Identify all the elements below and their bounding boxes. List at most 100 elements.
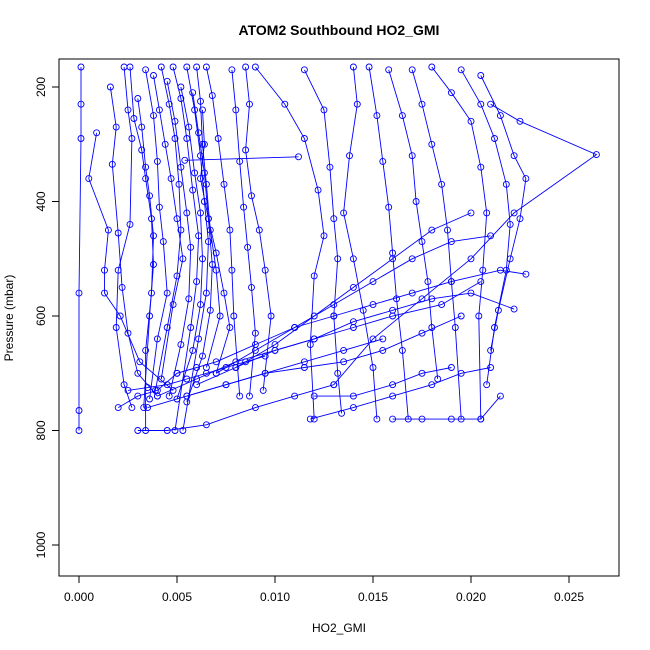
- series-line: [147, 338, 383, 409]
- data-point: [177, 95, 185, 102]
- data-point: [150, 232, 157, 240]
- data-point: [183, 375, 191, 383]
- data-point: [477, 415, 485, 423]
- data-point: [385, 203, 393, 211]
- data-point: [353, 100, 361, 108]
- data-point: [447, 415, 455, 423]
- data-point: [163, 381, 171, 389]
- data-point: [148, 289, 155, 297]
- data-point: [187, 243, 195, 251]
- data-point: [150, 261, 157, 268]
- data-point: [349, 404, 357, 412]
- data-point: [226, 324, 234, 331]
- data-point: [251, 404, 259, 412]
- data-point: [155, 106, 163, 114]
- series-line: [205, 66, 241, 397]
- data-point: [467, 289, 475, 297]
- data-point: [108, 160, 116, 168]
- data-point: [418, 100, 426, 108]
- data-point: [199, 106, 206, 114]
- data-point: [142, 163, 150, 171]
- data-point: [506, 255, 514, 263]
- series-line: [411, 69, 462, 420]
- data-point: [197, 301, 204, 309]
- data-point: [177, 226, 185, 234]
- data-point: [126, 220, 134, 228]
- data-point: [163, 324, 171, 331]
- data-point: [169, 63, 177, 71]
- data-point: [199, 352, 206, 360]
- series-line: [388, 69, 439, 380]
- series-line: [235, 212, 472, 368]
- data-point: [171, 117, 179, 125]
- data-point: [261, 369, 269, 377]
- data-point: [220, 289, 228, 297]
- data-point: [161, 140, 169, 148]
- data-point: [242, 63, 250, 71]
- series-line: [333, 103, 598, 385]
- data-point: [451, 324, 459, 331]
- data-point: [389, 381, 397, 389]
- data-point: [163, 289, 171, 297]
- data-point: [369, 364, 377, 371]
- data-point: [202, 289, 210, 297]
- data-point: [479, 266, 487, 274]
- data-point: [140, 404, 148, 412]
- data-point: [244, 243, 252, 251]
- data-point: [418, 238, 426, 246]
- series-line: [200, 109, 231, 374]
- data-point: [220, 180, 228, 188]
- data-point: [183, 392, 191, 400]
- data-point: [447, 89, 455, 97]
- data-point: [128, 404, 136, 412]
- data-point: [114, 404, 122, 412]
- data-point: [142, 175, 150, 183]
- series-line: [176, 86, 203, 400]
- data-point: [189, 186, 197, 194]
- data-point: [230, 312, 238, 320]
- series-line: [255, 66, 325, 420]
- series-line: [182, 66, 209, 431]
- data-point: [136, 358, 144, 366]
- data-point: [365, 63, 373, 71]
- data-point: [477, 100, 485, 108]
- data-point: [379, 335, 387, 343]
- data-point: [428, 226, 436, 234]
- data-point: [310, 312, 318, 320]
- data-point: [310, 335, 318, 343]
- data-point: [428, 140, 436, 148]
- data-point: [300, 358, 308, 366]
- data-point: [114, 229, 122, 237]
- data-point: [75, 427, 83, 434]
- data-point: [306, 341, 314, 349]
- data-point: [447, 364, 455, 371]
- data-point: [438, 301, 446, 309]
- series-line: [186, 92, 213, 403]
- data-point: [155, 203, 163, 211]
- data-point: [467, 209, 475, 217]
- data-point: [150, 72, 157, 79]
- data-point: [373, 415, 381, 423]
- data-point: [146, 192, 154, 200]
- data-point: [77, 63, 85, 71]
- data-point: [177, 163, 185, 171]
- series-line: [78, 67, 82, 431]
- data-point: [246, 392, 253, 400]
- data-point: [320, 106, 328, 114]
- data-point: [281, 100, 289, 108]
- data-point: [457, 369, 465, 377]
- data-point: [195, 335, 203, 343]
- data-point: [222, 364, 230, 371]
- data-point: [295, 153, 302, 161]
- data-point: [389, 255, 397, 263]
- data-point: [326, 163, 334, 171]
- data-point: [181, 156, 189, 164]
- x-tick-label: 0.010: [260, 590, 290, 604]
- data-point: [120, 381, 128, 389]
- data-point: [418, 415, 426, 423]
- data-point: [477, 163, 485, 171]
- data-point: [349, 63, 357, 71]
- data-point: [75, 407, 83, 414]
- data-point: [408, 66, 416, 74]
- data-point: [191, 169, 199, 177]
